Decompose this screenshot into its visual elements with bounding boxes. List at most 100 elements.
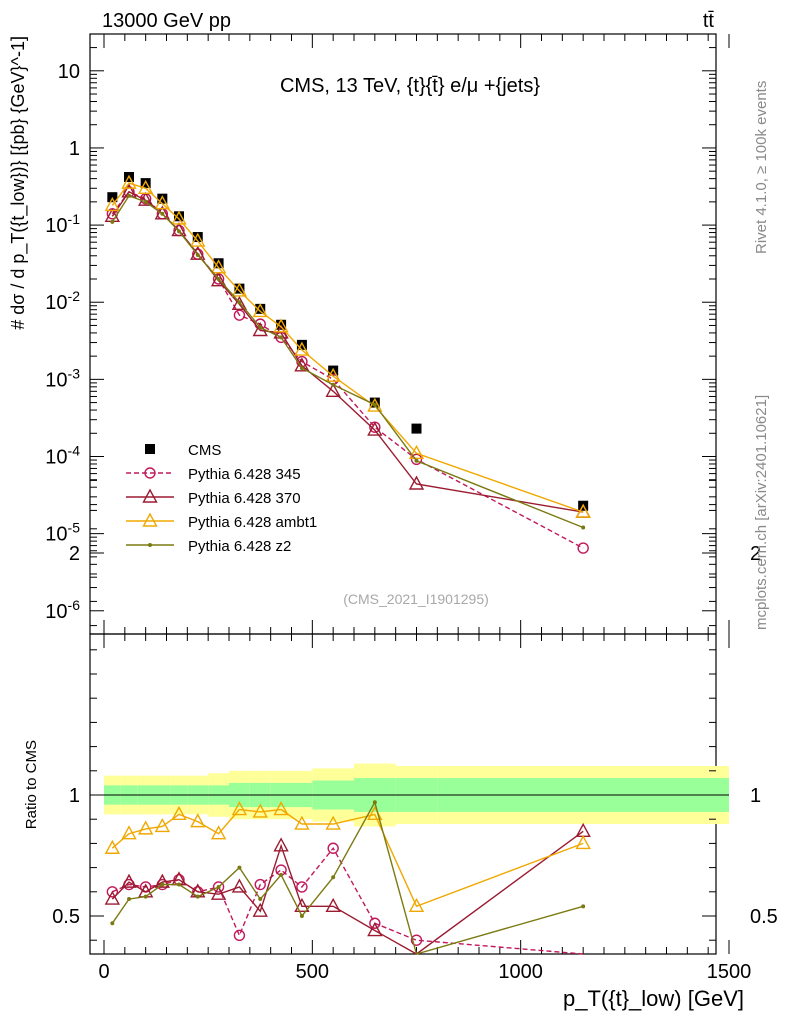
data-point-marker bbox=[171, 222, 187, 237]
ratio-line bbox=[111, 808, 584, 908]
main-panel-frame bbox=[89, 33, 717, 635]
series-line bbox=[111, 190, 584, 513]
ratio-point-marker bbox=[369, 917, 381, 929]
data-point-marker bbox=[237, 300, 242, 305]
data-point-marker bbox=[154, 205, 171, 220]
x-tick-label: 1500 bbox=[707, 961, 752, 983]
legend-label: Pythia 6.428 z2 bbox=[188, 538, 291, 555]
data-point-marker bbox=[367, 421, 383, 436]
data-point-marker bbox=[294, 341, 310, 356]
data-point-marker bbox=[231, 295, 248, 310]
ratio-tick-label: 2 bbox=[69, 543, 80, 565]
data-point-marker bbox=[195, 252, 200, 257]
ratio-point-marker bbox=[296, 881, 308, 893]
data-point-marker bbox=[233, 309, 246, 321]
legend-label: Pythia 6.428 ambt1 bbox=[188, 514, 317, 531]
data-point-marker bbox=[177, 229, 181, 234]
data-point-marker bbox=[121, 174, 137, 189]
x-tick-label: 0 bbox=[98, 961, 109, 983]
ratio-line bbox=[111, 800, 584, 955]
ratio-line bbox=[112, 846, 584, 955]
ratio-point-marker bbox=[252, 803, 268, 818]
legend-marker bbox=[145, 444, 155, 454]
data-point-marker bbox=[192, 232, 203, 243]
ratio-point-marker bbox=[294, 815, 310, 830]
y-axis-label-ratio: Ratio to CMS bbox=[23, 740, 40, 829]
ratio-point-marker bbox=[177, 882, 181, 887]
ratio-point-marker bbox=[408, 897, 425, 913]
legend-marker bbox=[142, 512, 158, 527]
ratio-point-marker bbox=[121, 825, 137, 840]
ratio-point-marker bbox=[367, 922, 383, 937]
data-point-marker bbox=[299, 366, 304, 371]
data-point-marker bbox=[190, 245, 206, 260]
beam-label: 13000 GeV pp bbox=[102, 10, 231, 32]
data-point-marker bbox=[213, 258, 224, 269]
ratio-point-marker bbox=[273, 801, 289, 816]
ratio-point-marker bbox=[121, 873, 137, 888]
data-point-marker bbox=[140, 178, 151, 189]
data-point-marker bbox=[210, 272, 227, 287]
data-point-marker bbox=[367, 397, 383, 412]
ratio-point-marker bbox=[325, 815, 341, 830]
ratio-point-marker bbox=[273, 837, 289, 852]
ratio-point-marker bbox=[258, 897, 263, 902]
ratio-tick-label-right: 1 bbox=[750, 785, 761, 807]
ratio-point-marker bbox=[231, 878, 248, 893]
ratio-point-marker bbox=[106, 886, 119, 898]
data-point-marker bbox=[411, 423, 422, 434]
data-point-marker bbox=[171, 210, 187, 225]
series-1 bbox=[106, 186, 589, 955]
ratio-point-marker bbox=[143, 894, 148, 899]
y-tick-label: 10-5 bbox=[45, 520, 80, 546]
y-tick-label: 10-2 bbox=[45, 288, 80, 314]
data-point-marker bbox=[279, 335, 284, 340]
ratio-point-marker bbox=[233, 929, 246, 942]
y-axis-label-main: # dσ / d p_T({t_low})} [{pb} {GeV}^-1] bbox=[8, 36, 29, 330]
data-point-marker bbox=[137, 191, 154, 206]
data-point-marker bbox=[190, 232, 206, 247]
series-3 bbox=[104, 174, 591, 913]
data-point-marker bbox=[325, 382, 341, 398]
data-point-marker bbox=[137, 179, 154, 194]
data-point-marker bbox=[174, 211, 184, 222]
ratio-point-marker bbox=[127, 897, 131, 902]
data-point-marker bbox=[216, 277, 221, 282]
series-2 bbox=[104, 183, 591, 955]
ratio-tick-label-right: 0.5 bbox=[750, 906, 778, 928]
legend-label: CMS bbox=[188, 442, 221, 459]
ratio-point-marker bbox=[575, 834, 591, 850]
legend: CMS Pythia 6.428 345 Pythia 6.428 370 Pythi… bbox=[126, 442, 317, 555]
data-point-marker bbox=[160, 211, 165, 216]
data-point-marker bbox=[255, 303, 266, 314]
side-mcplots: mcplots.cern.ch [arXiv:2401.10621] bbox=[753, 395, 770, 630]
data-point-marker bbox=[127, 193, 131, 198]
ratio-point-marker bbox=[237, 865, 242, 870]
data-point-marker bbox=[273, 318, 289, 333]
data-point-marker bbox=[325, 367, 341, 382]
data-point-marker bbox=[414, 458, 419, 463]
series-line bbox=[111, 190, 584, 549]
ratio-point-marker bbox=[299, 914, 304, 918]
ratio-point-marker bbox=[110, 921, 115, 926]
data-point-marker bbox=[258, 325, 263, 330]
ratio-point-marker bbox=[252, 902, 268, 917]
data-point-marker bbox=[331, 382, 336, 387]
ratio-tick-label-right: 2 bbox=[750, 543, 761, 565]
data-point-marker bbox=[581, 525, 586, 530]
x-tick-label: 500 bbox=[296, 961, 329, 983]
data-point-marker bbox=[369, 397, 380, 408]
data-point-marker bbox=[154, 195, 171, 210]
legend-label: Pythia 6.428 370 bbox=[188, 490, 301, 507]
ratio-point-marker bbox=[581, 904, 586, 909]
ratio-point-marker bbox=[160, 882, 165, 887]
y-tick-label: 10 bbox=[58, 61, 80, 83]
ratio-point-marker bbox=[154, 817, 171, 833]
data-point-marker bbox=[143, 199, 148, 204]
series-layer bbox=[104, 172, 591, 955]
y-tick-label: 1 bbox=[69, 138, 80, 160]
ratio-point-marker bbox=[294, 897, 310, 913]
x-tick-label: 1000 bbox=[498, 961, 543, 983]
y-tick-label: 10-6 bbox=[45, 597, 80, 623]
ratio-point-marker bbox=[154, 873, 171, 888]
